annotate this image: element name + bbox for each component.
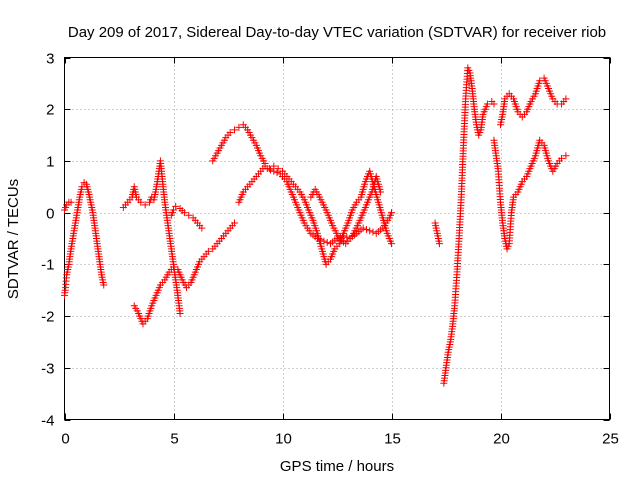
data-point-marker — [359, 224, 367, 232]
data-point-marker — [388, 240, 395, 248]
x-tick-label: 5 — [170, 431, 178, 448]
y-tick-label: 3 — [46, 51, 54, 68]
y-tick-label: -2 — [41, 309, 54, 326]
y-tick-label: 2 — [46, 102, 54, 119]
x-tick-label: 25 — [602, 431, 619, 448]
data-point-marker — [172, 202, 180, 210]
data-point-marker — [176, 309, 184, 317]
data-point-marker — [562, 95, 570, 103]
data-point-marker — [263, 165, 271, 173]
x-axis-ticks: 0 5 10 15 20 25 — [61, 57, 619, 448]
data-point-marker — [270, 167, 278, 175]
data-point-marker — [235, 123, 243, 131]
data-point-marker — [273, 169, 281, 177]
data-point-marker — [435, 240, 443, 248]
data-point-marker — [377, 188, 385, 196]
data-point-marker — [231, 219, 239, 227]
data-point-marker — [170, 263, 177, 271]
data-point-marker — [185, 211, 193, 219]
data-marks — [61, 64, 570, 387]
data-point-marker — [137, 198, 145, 206]
data-point-marker — [558, 154, 566, 162]
x-axis-label: GPS time / hours — [280, 458, 394, 475]
x-tick-label: 20 — [493, 431, 510, 448]
x-tick-label: 0 — [61, 431, 69, 448]
data-point-marker — [180, 209, 188, 217]
y-tick-label: -1 — [41, 257, 54, 274]
data-point-marker — [67, 198, 75, 206]
data-point-marker — [141, 201, 149, 209]
chart-title: Day 209 of 2017, Sidereal Day-to-day VTE… — [68, 24, 606, 41]
data-point-marker — [483, 100, 491, 108]
data-point-marker — [562, 152, 570, 160]
data-point-marker — [267, 166, 275, 174]
data-point-marker — [198, 224, 206, 232]
data-point-marker — [362, 225, 370, 233]
data-point-marker — [490, 100, 498, 108]
data-point-marker — [100, 281, 108, 289]
data-point-marker — [274, 165, 282, 173]
data-point-marker — [231, 126, 239, 134]
data-point-marker — [204, 247, 212, 255]
y-tick-label: -3 — [41, 361, 54, 378]
y-axis-ticks: -4 -3 -2 -1 0 1 2 3 — [41, 51, 610, 430]
data-point-marker — [313, 235, 321, 242]
y-tick-label: 0 — [46, 206, 54, 223]
data-point-marker — [317, 236, 325, 244]
x-tick-label: 10 — [275, 431, 292, 448]
data-point-marker — [366, 227, 374, 235]
y-tick-label: 1 — [46, 154, 54, 171]
data-point-marker — [388, 209, 395, 217]
data-point-marker — [170, 206, 177, 214]
plot-frame — [64, 57, 610, 420]
y-tick-label: -4 — [41, 413, 54, 430]
x-tick-label: 15 — [384, 431, 401, 448]
data-point-marker — [320, 237, 328, 245]
y-axis-label: SDTVAR / TECUs — [5, 179, 22, 299]
data-point-marker — [226, 128, 234, 136]
